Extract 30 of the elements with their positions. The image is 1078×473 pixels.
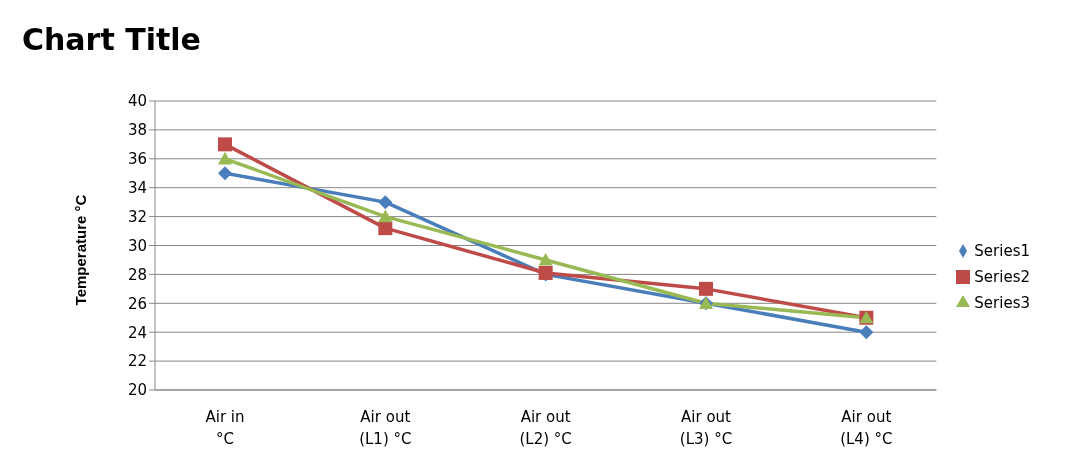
y-tick-label: 28 xyxy=(127,265,147,284)
y-tick-label: 22 xyxy=(127,352,147,371)
point xyxy=(378,195,393,210)
y-tick-label: 24 xyxy=(127,323,147,342)
y-tick-label: 38 xyxy=(127,121,147,140)
legend-label: Series1 xyxy=(974,241,1030,260)
y-tick-label: 32 xyxy=(127,207,147,226)
x-tick-label: Air out (L3) °C xyxy=(679,408,733,448)
x-tick-label: Air in °C xyxy=(205,408,245,448)
x-tick-label: Air out (L4) °C xyxy=(840,408,893,448)
point xyxy=(538,252,553,266)
y-tick-label: 36 xyxy=(127,150,147,169)
x-tick-label: Air out (L2) °C xyxy=(519,408,572,448)
y-tick-label: 40 xyxy=(127,92,147,111)
y-tick-label: 20 xyxy=(127,381,147,400)
y-axis-title: Temperature °C xyxy=(71,194,89,306)
point xyxy=(218,166,232,181)
y-tick-label: 34 xyxy=(127,179,147,198)
legend-label: Series3 xyxy=(974,293,1030,312)
legend-label: Series2 xyxy=(974,267,1030,286)
y-tick-label: 30 xyxy=(127,236,147,255)
chart-title: Chart Title xyxy=(22,22,201,57)
point xyxy=(378,209,393,223)
point xyxy=(218,137,232,152)
y-tick-label: 26 xyxy=(127,294,147,313)
point xyxy=(218,151,232,165)
x-tick-label: Air out (L1) °C xyxy=(359,408,412,448)
point xyxy=(699,281,713,296)
point xyxy=(859,325,874,340)
point xyxy=(378,221,393,236)
